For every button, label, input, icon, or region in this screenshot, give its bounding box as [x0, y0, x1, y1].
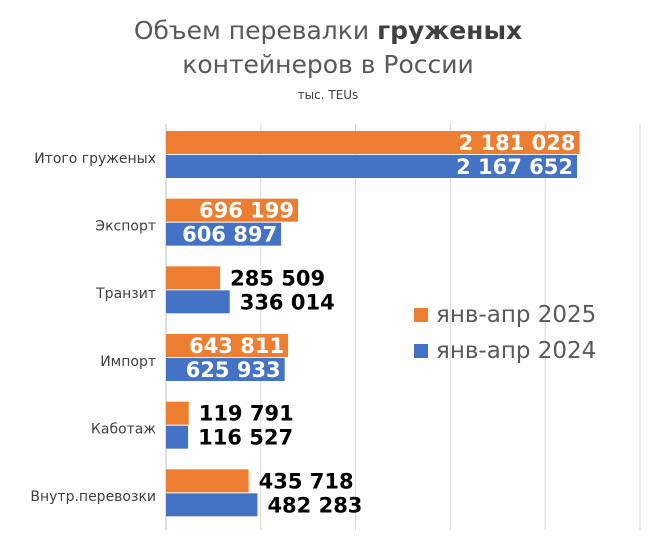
bar [166, 290, 230, 314]
data-label: 435 718 [259, 469, 354, 493]
bar [166, 198, 298, 222]
data-label: 119 791 [199, 402, 294, 426]
data-label: 696 199 [199, 199, 294, 223]
chart-title-bold: груженых [377, 16, 523, 45]
bar [166, 222, 282, 246]
chart-title: Объем перевалки груженых контейнеров в Р… [0, 14, 656, 82]
chart-title-line2: контейнеров в России [182, 50, 474, 79]
bar [166, 358, 285, 381]
legend: янв-апр 2025 янв-апр 2024 [414, 302, 596, 364]
data-label: 336 014 [240, 290, 335, 314]
legend-entry: янв-апр 2025 [436, 302, 596, 328]
category-label: Экспорт [95, 219, 156, 235]
data-label: 482 283 [267, 493, 362, 517]
legend-swatch [414, 344, 428, 358]
category-label: Внутр.перевозки [30, 489, 156, 505]
data-label: 643 811 [189, 334, 284, 358]
data-label: 116 527 [198, 426, 293, 450]
bar [166, 266, 221, 290]
data-label: 2 167 652 [456, 155, 573, 179]
legend-swatch [414, 308, 428, 322]
bars [166, 131, 580, 517]
chart-title-line1: Объем перевалки груженых [0, 14, 656, 48]
data-label: 625 933 [186, 358, 281, 382]
category-label: Импорт [100, 354, 156, 370]
data-label: 606 897 [182, 223, 277, 247]
bar [166, 493, 258, 517]
bar [166, 469, 249, 493]
bar [166, 401, 189, 425]
legend-entry: янв-апр 2024 [436, 338, 596, 364]
chart-title-regular: Объем перевалки [133, 16, 378, 45]
bar [166, 334, 289, 357]
category-label: Транзит [95, 286, 156, 302]
gridlines [165, 124, 641, 530]
data-label: 285 509 [230, 266, 325, 290]
bar [166, 131, 580, 154]
chart-subtitle: тыс. TEUs [297, 88, 359, 102]
category-label: Каботаж [91, 422, 156, 438]
category-label: Итого груженых [34, 151, 156, 167]
bar [166, 155, 577, 178]
data-label: 2 181 028 [459, 131, 576, 155]
bar [166, 425, 189, 449]
